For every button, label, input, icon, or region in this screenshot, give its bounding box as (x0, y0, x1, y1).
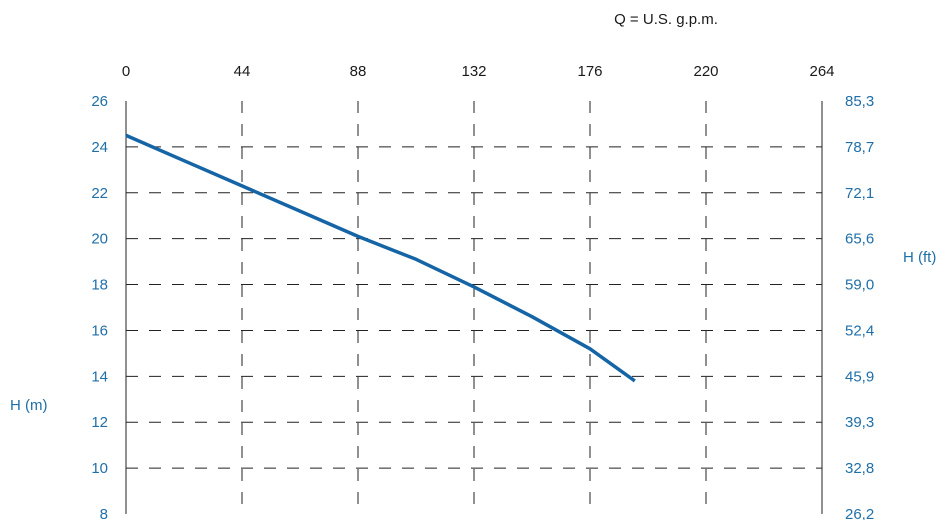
y-right-tick-label: 72,1 (845, 185, 874, 202)
y-left-tick-label: 16 (91, 322, 108, 339)
y-right-tick-label: 45,9 (845, 368, 874, 385)
y-right-tick-labels: 85,3 78,7 72,1 65,6 59,0 52,4 45,9 39,3 32,8 26,2 (845, 93, 874, 520)
x-unit-label: Q = U.S. g.p.m. (614, 11, 718, 28)
series-line (125, 133, 636, 383)
y-left-tick-label: 10 (91, 460, 108, 477)
y-right-tick-label: 26,2 (845, 506, 874, 520)
y-left-tick-label: 24 (91, 139, 108, 156)
y-left-tick-label: 22 (91, 185, 108, 202)
series-group (125, 133, 636, 383)
x-tick-labels: 0 44 88 132 176 220 264 (122, 63, 835, 80)
y-right-tick-label: 65,6 (845, 231, 874, 248)
y-right-axis-label: H (ft) (903, 249, 936, 266)
y-left-tick-label: 18 (91, 277, 108, 294)
x-tick-label: 88 (350, 63, 367, 80)
x-tick-label: 44 (234, 63, 251, 80)
y-right-tick-label: 78,7 (845, 139, 874, 156)
y-left-tick-label: 20 (91, 231, 108, 248)
y-left-tick-label: 8 (100, 506, 108, 520)
y-right-tick-label: 39,3 (845, 414, 874, 431)
plot-frame (125, 101, 823, 514)
grid-lines (126, 101, 822, 514)
x-tick-label: 176 (577, 63, 602, 80)
y-right-tick-label: 32,8 (845, 460, 874, 477)
x-tick-label: 132 (461, 63, 486, 80)
y-left-tick-label: 26 (91, 93, 108, 110)
y-right-tick-label: 85,3 (845, 93, 874, 110)
y-left-tick-label: 14 (91, 368, 108, 385)
y-left-tick-label: 12 (91, 414, 108, 431)
y-left-tick-labels: 26 24 22 20 18 16 14 12 10 8 (91, 93, 108, 520)
x-tick-label: 0 (122, 63, 130, 80)
x-tick-label: 264 (809, 63, 834, 80)
y-right-tick-label: 59,0 (845, 277, 874, 294)
y-right-tick-label: 52,4 (845, 322, 874, 339)
x-tick-label: 220 (693, 63, 718, 80)
y-left-axis-label: H (m) (10, 397, 48, 414)
